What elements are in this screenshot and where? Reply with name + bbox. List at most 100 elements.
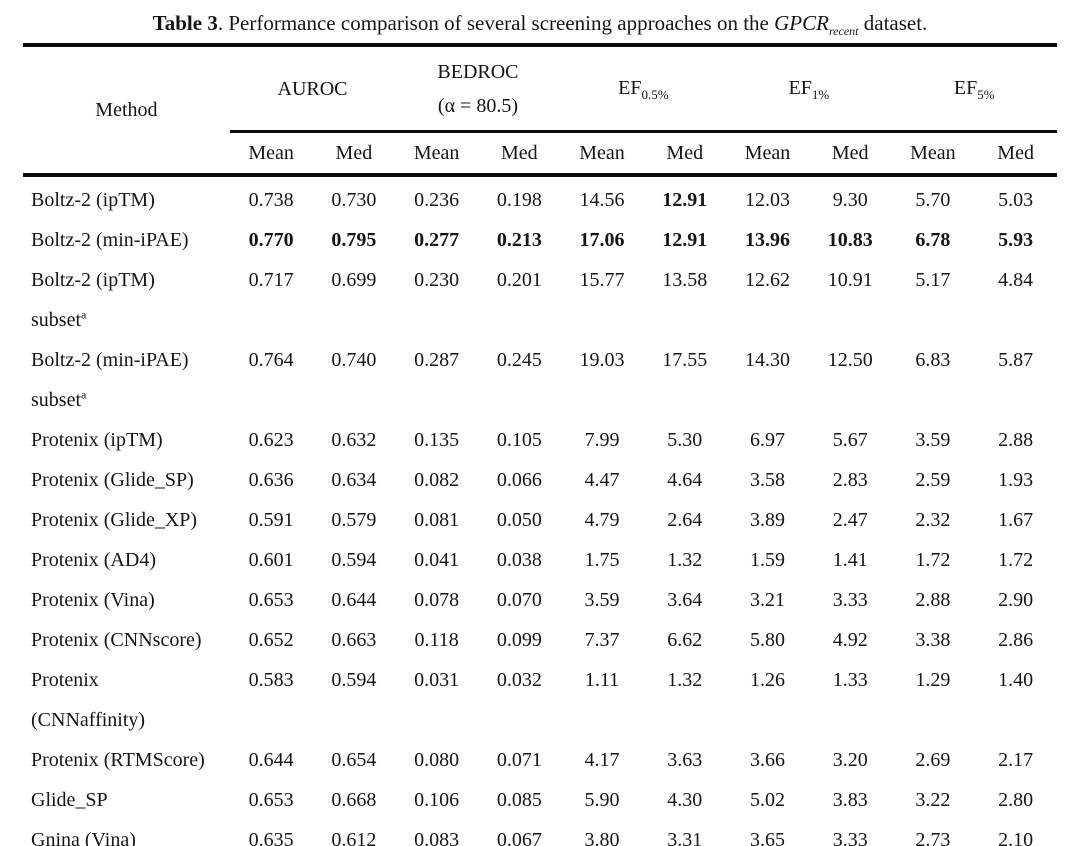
value-cell: 7.99 (584, 429, 620, 451)
value-cell: 3.59 (915, 429, 951, 451)
value-cell: 10.83 (827, 229, 873, 251)
value-cell: 0.738 (248, 189, 294, 211)
value-cell: 0.213 (496, 229, 542, 251)
method-line: Protenix (RTMScore) (31, 749, 205, 771)
method-cell: Protenix (CNNscore) (23, 620, 230, 660)
value-cell: 1.59 (749, 549, 785, 571)
value-cell: 0.085 (496, 789, 542, 811)
column-header-stat: Med (643, 131, 727, 177)
value-cell: 0.198 (496, 189, 542, 211)
value-cell: 0.099 (496, 629, 542, 651)
column-header-stat: Med (477, 131, 561, 177)
value-cell: 0.106 (414, 789, 460, 811)
value-cell: 12.03 (744, 189, 790, 211)
value-cell: 5.70 (915, 189, 951, 211)
value-cell: 0.652 (248, 629, 294, 651)
value-cell: 10.91 (827, 269, 873, 291)
value-cell: 2.47 (832, 509, 868, 531)
value-cell: 0.644 (248, 749, 294, 771)
value-cell: 0.201 (496, 269, 542, 291)
value-cell: 6.97 (749, 429, 785, 451)
method-line: Boltz-2 (ipTM) (31, 189, 155, 211)
value-cell: 4.17 (584, 749, 620, 771)
value-cell: 4.84 (998, 269, 1034, 291)
value-cell: 1.32 (667, 549, 703, 571)
value-cell: 14.30 (744, 349, 790, 371)
value-cell: 5.17 (915, 269, 951, 291)
value-cell: 0.668 (331, 789, 377, 811)
value-cell: 2.69 (915, 749, 951, 771)
value-cell: 13.58 (662, 269, 708, 291)
value-cell: 3.83 (832, 789, 868, 811)
table-row: Protenix (Glide_XP) 0.591 0.579 0.081 0.050 4… (23, 500, 1057, 540)
value-cell: 4.64 (667, 469, 703, 491)
table-row: Protenix (RTMScore) 0.644 0.654 0.080 0.071 4… (23, 740, 1057, 780)
value-cell: 17.06 (579, 229, 625, 251)
value-cell: 3.63 (667, 749, 703, 771)
ef-5pct-subscript: 5% (977, 87, 995, 102)
value-cell: 6.83 (915, 349, 951, 371)
value-cell: 5.93 (998, 229, 1034, 251)
value-cell: 0.730 (331, 189, 377, 211)
value-cell: 2.86 (998, 629, 1034, 651)
value-cell: 0.118 (414, 629, 459, 651)
value-cell: 0.067 (496, 829, 542, 846)
method-cell: Protenix (Glide_SP) (23, 460, 230, 500)
value-cell: 3.20 (832, 749, 868, 771)
value-cell: 0.795 (331, 229, 377, 251)
table-row: Gnina (Vina) 0.635 0.612 0.083 0.067 3.80 3.31… (23, 820, 1057, 846)
value-cell: 5.30 (667, 429, 703, 451)
value-cell: 0.654 (331, 749, 377, 771)
value-cell: 14.56 (579, 189, 625, 211)
value-cell: 0.583 (248, 669, 294, 691)
value-cell: 15.77 (579, 269, 625, 291)
value-cell: 0.653 (248, 789, 294, 811)
value-cell: 0.653 (248, 589, 294, 611)
results-table: Method AUROC BEDROC (α = 80.5) EF0.5% EF… (23, 43, 1057, 846)
value-cell: 0.070 (496, 589, 542, 611)
method-cell: Boltz-2 (ipTM) subseta (23, 260, 230, 340)
value-cell: 2.10 (998, 829, 1034, 846)
value-cell: 2.88 (915, 589, 951, 611)
footnote-marker: a (81, 307, 87, 322)
column-header-stat: Med (808, 131, 892, 177)
column-group-auroc: AUROC (229, 45, 396, 133)
value-cell: 0.071 (496, 749, 542, 771)
value-cell: 4.47 (584, 469, 620, 491)
value-cell: 9.30 (832, 189, 868, 211)
value-cell: 1.29 (915, 669, 951, 691)
value-cell: 3.65 (749, 829, 785, 846)
value-cell: 3.59 (584, 589, 620, 611)
value-cell: 4.30 (667, 789, 703, 811)
value-cell: 3.58 (749, 469, 785, 491)
value-cell: 0.579 (331, 509, 377, 531)
value-cell: 17.55 (662, 349, 708, 371)
method-cell: Glide_SP (23, 780, 230, 820)
method-line: Protenix (AD4) (31, 549, 156, 571)
value-cell: 3.33 (832, 589, 868, 611)
value-cell: 0.066 (496, 469, 542, 491)
value-cell: 3.21 (749, 589, 785, 611)
value-cell: 4.79 (584, 509, 620, 531)
column-header-stat: Mean (891, 131, 975, 177)
column-header-stat: Med (974, 131, 1057, 177)
method-line: Protenix (Glide_XP) (31, 509, 198, 531)
method-line: Gnina (Vina) (31, 829, 136, 846)
value-cell: 0.635 (248, 829, 294, 846)
value-cell: 5.67 (832, 429, 868, 451)
dataset-name: GPCR (774, 11, 829, 35)
method-cell: Protenix (Vina) (23, 580, 230, 620)
method-line: subseta (31, 387, 87, 411)
value-cell: 12.50 (827, 349, 873, 371)
ef-1pct-subscript: 1% (811, 87, 830, 102)
table-row: Protenix (Glide_SP) 0.636 0.634 0.082 0.066 4… (23, 460, 1057, 500)
method-line: Glide_SP (31, 789, 108, 811)
value-cell: 3.33 (832, 829, 868, 846)
value-cell: 2.88 (998, 429, 1034, 451)
value-cell: 0.230 (414, 269, 460, 291)
group-header-row: Method AUROC BEDROC (α = 80.5) EF0.5% EF… (23, 45, 1057, 177)
value-cell: 12.91 (662, 189, 708, 211)
value-cell: 0.623 (248, 429, 294, 451)
value-cell: 5.80 (749, 629, 785, 651)
table-row: Boltz-2 (min-iPAE) 0.770 0.795 0.277 0.213 17… (23, 220, 1057, 260)
